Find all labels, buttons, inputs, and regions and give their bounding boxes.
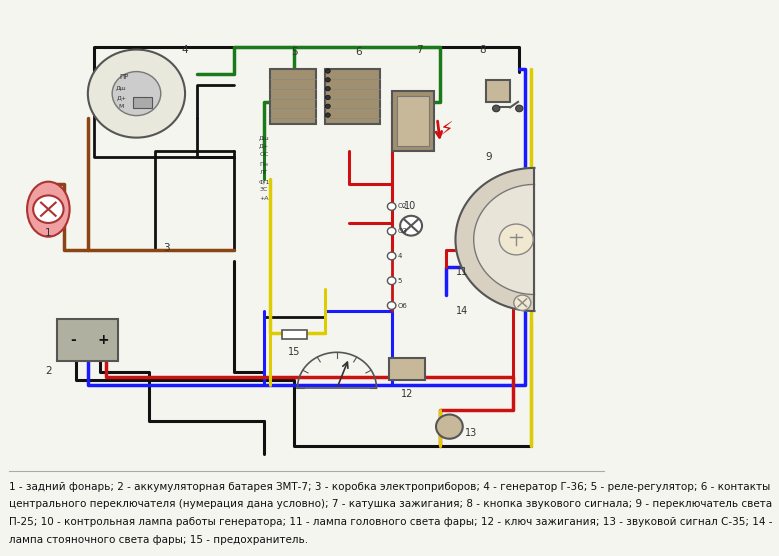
Text: 11: 11 [456, 267, 467, 277]
Polygon shape [456, 168, 534, 311]
Circle shape [326, 86, 330, 91]
Text: 1 - задний фонарь; 2 - аккумуляторная батарея ЗМТ-7; 3 - коробка электроприборов: 1 - задний фонарь; 2 - аккумуляторная ба… [9, 481, 770, 492]
Circle shape [387, 302, 396, 309]
Polygon shape [474, 185, 534, 295]
Text: 5: 5 [291, 47, 298, 57]
Text: ПР: ПР [120, 74, 129, 80]
Text: 10: 10 [404, 201, 416, 211]
Text: Д+: Д+ [259, 143, 269, 148]
Text: 5: 5 [398, 278, 402, 284]
Circle shape [387, 227, 396, 235]
Text: 2: 2 [45, 366, 51, 376]
Text: ЛГ: ЛГ [260, 170, 268, 175]
Circle shape [326, 78, 330, 82]
Text: Ф/1: Ф/1 [259, 179, 270, 184]
Text: Дш: Дш [259, 135, 270, 140]
Text: 15: 15 [288, 347, 301, 357]
Text: ⚡: ⚡ [439, 120, 453, 139]
Circle shape [492, 105, 500, 112]
Circle shape [326, 95, 330, 100]
FancyBboxPatch shape [58, 319, 118, 361]
Text: О2: О2 [398, 203, 407, 210]
Text: 3: 3 [164, 243, 170, 253]
FancyBboxPatch shape [389, 358, 425, 380]
Text: центрального переключателя (нумерация дана условно); 7 - катушка зажигания; 8 - : центрального переключателя (нумерация да… [9, 499, 772, 509]
Text: 6: 6 [355, 47, 361, 57]
Circle shape [326, 113, 330, 117]
Text: 9: 9 [485, 152, 492, 162]
FancyBboxPatch shape [486, 80, 510, 102]
Text: 13: 13 [464, 428, 477, 438]
Text: +А: +А [259, 196, 269, 201]
Circle shape [326, 104, 330, 108]
Text: 4: 4 [398, 253, 402, 259]
Circle shape [387, 252, 396, 260]
Text: О3: О3 [398, 228, 407, 234]
Circle shape [400, 216, 422, 236]
FancyBboxPatch shape [133, 97, 152, 108]
Circle shape [387, 202, 396, 210]
Circle shape [516, 105, 523, 112]
FancyBboxPatch shape [270, 69, 315, 124]
Circle shape [387, 277, 396, 285]
Text: Д+: Д+ [116, 95, 126, 100]
Circle shape [436, 415, 463, 439]
FancyBboxPatch shape [282, 330, 307, 339]
FancyBboxPatch shape [325, 69, 379, 124]
Text: 7: 7 [416, 44, 422, 54]
Circle shape [33, 195, 64, 223]
FancyBboxPatch shape [392, 91, 434, 151]
Text: 1: 1 [45, 229, 51, 239]
Circle shape [112, 72, 160, 116]
Text: ОС: ОС [259, 152, 269, 157]
Text: 4: 4 [182, 44, 189, 54]
Text: Дш: Дш [116, 86, 126, 91]
Text: ЗС: ЗС [260, 187, 268, 192]
Circle shape [499, 224, 534, 255]
Ellipse shape [27, 182, 69, 237]
Text: Пн: Пн [259, 162, 269, 167]
Text: 8: 8 [480, 44, 486, 54]
Circle shape [514, 295, 530, 310]
Text: 12: 12 [400, 389, 413, 399]
Text: 14: 14 [456, 306, 467, 316]
Circle shape [88, 49, 185, 138]
FancyBboxPatch shape [397, 96, 429, 146]
Text: +: + [97, 333, 109, 347]
Text: лампа стояночного света фары; 15 - предохранитель.: лампа стояночного света фары; 15 - предо… [9, 534, 308, 544]
Text: -: - [70, 333, 76, 347]
Text: П-25; 10 - контрольная лампа работы генератора; 11 - лампа головного света фары;: П-25; 10 - контрольная лампа работы гене… [9, 517, 772, 527]
Text: О6: О6 [398, 302, 407, 309]
Circle shape [326, 69, 330, 73]
Text: М: М [118, 104, 124, 109]
